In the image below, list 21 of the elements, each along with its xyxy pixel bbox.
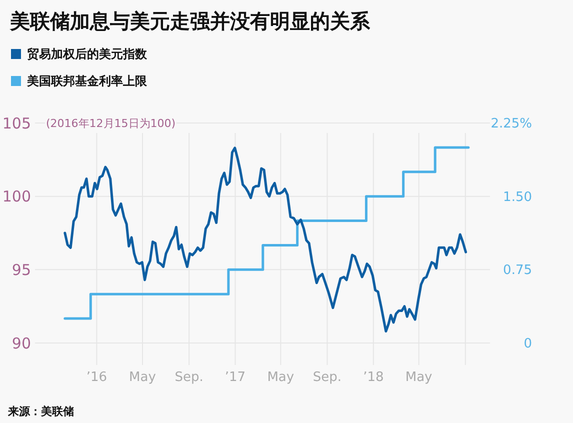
x-tick-label: Sep. [312, 370, 342, 385]
y-axis-title: (2016年12月15日为100) [46, 116, 176, 130]
x-tick-label: May [405, 370, 433, 385]
x-tick-label: Sep. [174, 370, 204, 385]
x-tick-label: ’16 [86, 370, 108, 385]
y-tick-label: 105 [2, 114, 31, 132]
source-note: 来源：美联储 [7, 405, 74, 418]
x-tick-label: May [267, 370, 294, 385]
chart-title: 美联储加息与美元走强并没有明显的关系 [9, 9, 371, 33]
y-tick-label: 95 [12, 260, 31, 279]
y-tick-label: 90 [12, 334, 31, 352]
y-tick-label: 100 [2, 188, 31, 206]
legend-label: 美国联邦基金利率上限 [26, 74, 148, 88]
x-tick-label: ’17 [224, 370, 246, 385]
x-tick-label: May [129, 370, 156, 385]
y2-tick-label: 0 [524, 336, 532, 352]
y2-tick-label: 0.75 [503, 263, 532, 278]
y2-tick-label: 2.25% [490, 116, 532, 132]
y2-tick-label: 1.50 [503, 190, 532, 205]
x-tick-label: ’18 [363, 370, 384, 385]
legend-label: 贸易加权后的美元指数 [27, 47, 148, 61]
